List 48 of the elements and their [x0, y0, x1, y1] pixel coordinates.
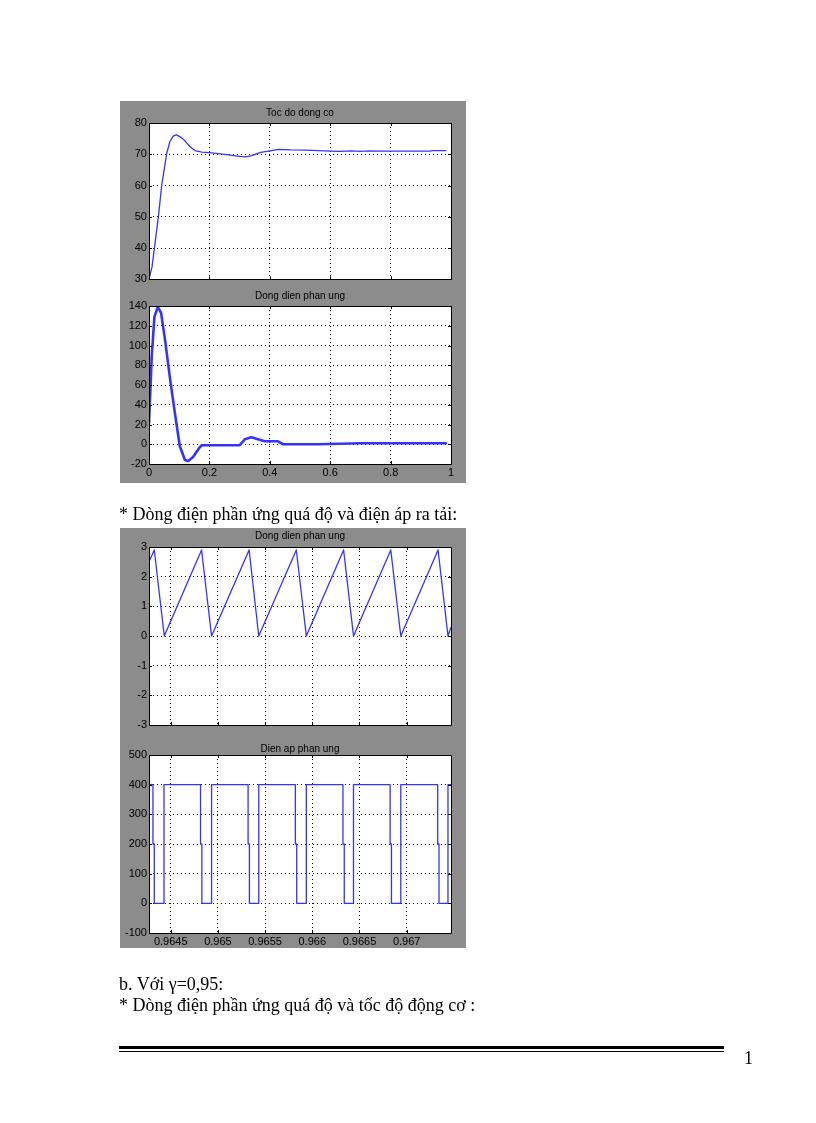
y-tick-label: 200: [128, 837, 147, 850]
y-tick-label: 60: [134, 378, 147, 391]
text: * Dòng điện phần ứng quá độ và điện áp ra tải:: [119, 504, 458, 524]
text: 1: [744, 1048, 753, 1068]
y-tick-label: 1: [140, 599, 147, 612]
chart-title: Dien ap phan ung: [260, 742, 340, 754]
y-tick-label: 120: [128, 318, 147, 331]
y-tick-label: -100: [124, 926, 147, 939]
y-tick-label: 0: [140, 896, 147, 909]
x-tick-label: 0.966: [298, 934, 327, 947]
chart-title: Dong dien phan ung: [254, 529, 346, 541]
y-tick-label: 50: [134, 209, 147, 222]
x-tick-label: 0.8: [382, 465, 399, 478]
y-tick-label: 100: [128, 866, 147, 879]
y-tick-label: 0: [140, 629, 147, 642]
y-tick-label: -3: [137, 718, 147, 731]
y-tick-label: 80: [134, 116, 147, 129]
y-tick-label: 100: [128, 338, 147, 351]
y-tick-label: 300: [128, 807, 147, 820]
y-tick-label: 140: [128, 299, 147, 312]
x-tick-label: 0.967: [392, 934, 421, 947]
x-tick-label: 0.2: [201, 465, 218, 478]
text: b. Với γ=0,95:: [119, 974, 224, 994]
y-tick-label: 40: [134, 241, 147, 254]
y-tick-label: -20: [131, 457, 147, 470]
x-tick-label: 0.4: [262, 465, 278, 478]
y-tick-label: 20: [134, 417, 147, 430]
y-tick-label: 70: [134, 147, 147, 160]
y-tick-label: 60: [134, 178, 147, 191]
y-tick-label: 0: [140, 437, 147, 450]
x-tick-label: 1: [447, 465, 455, 478]
y-tick-label: -2: [137, 688, 147, 701]
x-tick-label: 0.965: [204, 934, 232, 947]
y-tick-label: -1: [137, 658, 147, 671]
y-tick-label: 30: [134, 272, 147, 285]
y-tick-label: 3: [140, 540, 147, 553]
y-tick-label: 500: [128, 748, 147, 761]
x-tick-label: 0.9645: [153, 934, 188, 947]
chart-title: Toc do dong co: [266, 106, 335, 118]
x-tick-label: 0.9665: [342, 934, 377, 947]
y-tick-label: 80: [134, 358, 147, 371]
y-tick-label: 400: [128, 777, 147, 790]
x-tick-label: 0.6: [322, 465, 338, 478]
x-tick-label: 0.9655: [248, 934, 282, 947]
y-tick-label: 40: [134, 397, 147, 410]
y-tick-label: 2: [140, 569, 147, 582]
text: * Dòng điện phần ứng quá độ và tốc độ động cơ :: [119, 995, 476, 1015]
chart-title: Dong dien phan ung: [254, 289, 346, 301]
